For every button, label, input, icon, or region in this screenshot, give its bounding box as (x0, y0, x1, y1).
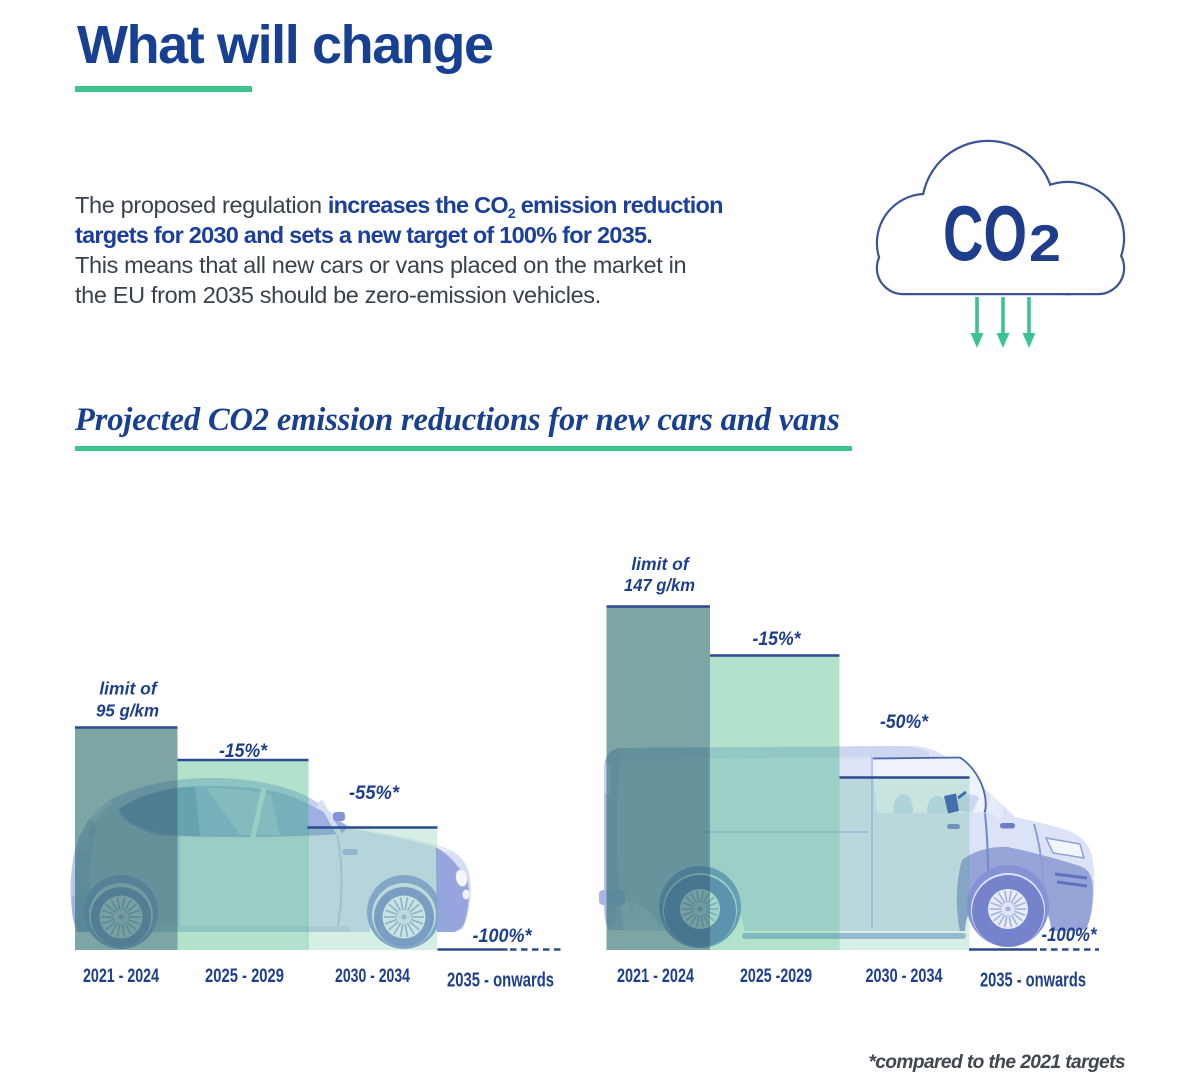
svg-text:2030 - 2034: 2030 - 2034 (335, 966, 410, 987)
svg-text:-15%*: -15%* (753, 629, 802, 650)
svg-text:limit of: limit of (631, 554, 691, 574)
svg-text:2030 - 2034: 2030 - 2034 (866, 966, 943, 987)
svg-text:2021 - 2024: 2021 - 2024 (617, 966, 694, 987)
svg-text:147 g/km: 147 g/km (624, 575, 695, 595)
svg-text:-50%*: -50%* (880, 712, 929, 733)
svg-text:-100%*: -100%* (1042, 925, 1098, 946)
svg-text:2021 - 2024: 2021 - 2024 (83, 966, 159, 987)
svg-text:95 g/km: 95 g/km (96, 701, 159, 721)
svg-text:-15%*: -15%* (219, 741, 268, 762)
svg-text:CO: CO (943, 189, 1027, 277)
svg-text:2025 -2029: 2025 -2029 (740, 966, 812, 987)
svg-text:2: 2 (1029, 215, 1061, 273)
svg-text:limit of: limit of (99, 679, 159, 699)
svg-text:2025 - 2029: 2025 - 2029 (205, 966, 284, 987)
svg-text:-55%*: -55%* (349, 783, 401, 804)
svg-text:2035 - onwards: 2035 - onwards (980, 969, 1086, 992)
svg-text:2035 - onwards: 2035 - onwards (447, 969, 554, 992)
svg-text:-100%*: -100%* (473, 926, 534, 947)
